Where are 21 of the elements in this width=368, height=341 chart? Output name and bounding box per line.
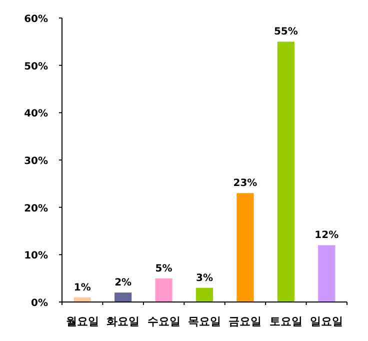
data-label: 55% xyxy=(274,26,298,38)
data-label: 1% xyxy=(74,282,91,294)
x-tick-label: 목요일 xyxy=(188,315,221,328)
data-label: 23% xyxy=(233,178,258,190)
data-label: 2% xyxy=(114,278,132,289)
x-tick-label: 토요일 xyxy=(269,315,302,328)
y-tick-label: 40% xyxy=(24,108,48,120)
x-tick-label: 금요일 xyxy=(228,315,262,328)
x-tick-label: 수요일 xyxy=(147,315,180,328)
x-tick-label: 화요일 xyxy=(106,315,140,328)
data-label: 12% xyxy=(314,230,339,242)
y-tick-label: 20% xyxy=(24,203,48,214)
y-tick-label: 30% xyxy=(24,156,48,167)
data-label: 5% xyxy=(155,263,172,274)
y-tick-label: 10% xyxy=(24,250,48,262)
y-tick-label: 0% xyxy=(31,298,48,309)
y-tick-label: 50% xyxy=(24,61,48,72)
x-tick-label: 일요일 xyxy=(310,315,344,328)
x-tick-label: 월요일 xyxy=(66,315,99,328)
y-tick-label: 60% xyxy=(24,14,48,25)
data-label: 3% xyxy=(196,272,213,284)
